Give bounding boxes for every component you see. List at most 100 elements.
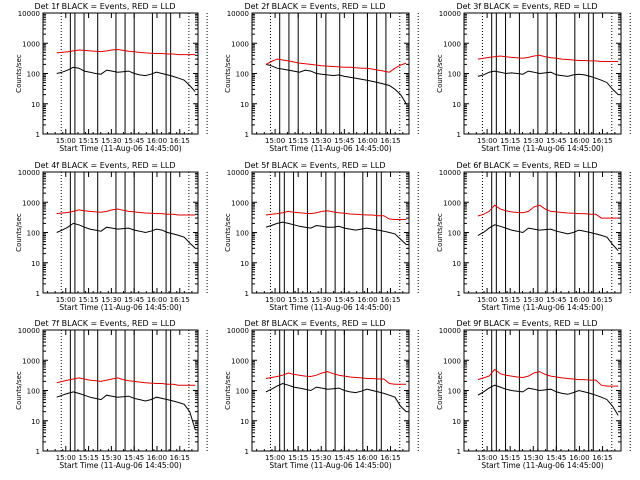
x-tick-label: 15:15	[78, 454, 98, 462]
x-tick-label: 16:00	[569, 454, 589, 462]
x-tick-label: 16:00	[357, 454, 377, 462]
x-tick-label: 15:30	[523, 137, 543, 145]
x-tick-label: 16:15	[592, 296, 612, 304]
y-axis-label: Counts/sec	[15, 371, 23, 410]
x-tick-label: 16:15	[170, 296, 190, 304]
x-tick-label: 15:30	[101, 454, 121, 462]
x-tick-label: 16:15	[170, 137, 190, 145]
y-tick-label: 1	[245, 131, 249, 139]
plot-frame	[42, 171, 199, 294]
y-axis-label: Counts/sec	[224, 54, 232, 93]
lld-series-line	[56, 208, 196, 216]
events-series-line	[265, 63, 407, 105]
x-tick-label: 15:45	[124, 137, 144, 145]
x-tick-label: 16:15	[592, 454, 612, 462]
lld-series-line	[477, 204, 619, 219]
x-tick-label: 15:45	[334, 137, 354, 145]
x-tick-label: 15:00	[56, 454, 76, 462]
events-series-line	[477, 70, 619, 95]
x-axis-label: Start Time (11-Aug-06 14:45:00)	[269, 461, 391, 470]
x-tick-label: 15:45	[546, 137, 566, 145]
x-tick-label: 15:00	[477, 454, 497, 462]
panel-title: Det 2f BLACK = Events, RED = LLD	[244, 2, 385, 11]
x-tick-label: 15:30	[523, 296, 543, 304]
y-tick-label: 1000	[231, 199, 249, 207]
x-axis-label: Start Time (11-Aug-06 14:45:00)	[59, 144, 181, 153]
events-series-line	[477, 384, 619, 416]
x-tick-label: 15:15	[500, 296, 520, 304]
y-tick-label: 100	[448, 230, 461, 238]
panel-title: Det 6f BLACK = Events, RED = LLD	[456, 161, 597, 170]
x-axis-label: Start Time (11-Aug-06 14:45:00)	[481, 303, 603, 312]
plot-frame	[42, 12, 199, 135]
x-tick-label: 16:00	[147, 454, 167, 462]
events-series-line	[265, 221, 407, 245]
y-tick-label: 10000	[227, 10, 249, 18]
x-tick-label: 16:00	[147, 137, 167, 145]
plot-frame	[42, 329, 199, 452]
x-tick-label: 15:30	[101, 296, 121, 304]
y-tick-label: 100	[448, 71, 461, 79]
x-tick-label: 15:00	[56, 296, 76, 304]
y-axis-label: Counts/sec	[15, 54, 23, 93]
x-tick-label: 15:30	[101, 137, 121, 145]
x-tick-label: 15:15	[500, 454, 520, 462]
y-tick-label: 10000	[18, 169, 40, 177]
panel-title: Det 4f BLACK = Events, RED = LLD	[34, 161, 175, 170]
x-tick-label: 16:15	[380, 296, 400, 304]
lld-series-line	[56, 48, 196, 56]
x-tick-label: 16:15	[380, 454, 400, 462]
x-tick-label: 15:15	[288, 137, 308, 145]
y-tick-label: 1	[36, 131, 40, 139]
panel-title: Det 8f BLACK = Events, RED = LLD	[244, 319, 385, 328]
y-axis-label: Counts/sec	[436, 371, 444, 410]
y-tick-label: 1000	[22, 40, 40, 48]
y-tick-label: 10	[240, 101, 249, 109]
x-axis-label: Start Time (11-Aug-06 14:45:00)	[269, 303, 391, 312]
x-tick-label: 16:00	[147, 296, 167, 304]
lld-series-line	[477, 54, 619, 62]
x-tick-label: 15:15	[78, 296, 98, 304]
y-tick-label: 1	[245, 448, 249, 456]
y-tick-label: 1000	[443, 357, 461, 365]
x-tick-label: 15:00	[477, 296, 497, 304]
lld-series-line	[477, 368, 619, 387]
x-tick-label: 15:15	[288, 296, 308, 304]
y-tick-label: 10	[452, 101, 461, 109]
y-tick-label: 100	[27, 388, 40, 396]
x-tick-label: 16:15	[592, 137, 612, 145]
y-tick-label: 10000	[227, 327, 249, 335]
y-tick-label: 100	[448, 388, 461, 396]
y-tick-label: 1000	[22, 199, 40, 207]
x-axis-label: Start Time (11-Aug-06 14:45:00)	[481, 144, 603, 153]
detector-panel-4: Det 4f BLACK = Events, RED = LLD 1 10 100 10…	[15, 161, 208, 312]
detector-panel-8: Det 8f BLACK = Events, RED = LLD 1 10 100 10…	[224, 319, 419, 470]
y-tick-label: 10	[240, 260, 249, 268]
y-tick-label: 100	[236, 388, 249, 396]
detector-panel-9: Det 9f BLACK = Events, RED = LLD 1 10 100 10…	[436, 319, 631, 470]
panel-title: Det 7f BLACK = Events, RED = LLD	[34, 319, 175, 328]
y-tick-label: 10	[240, 418, 249, 426]
y-tick-label: 1	[457, 290, 461, 298]
y-tick-label: 1	[36, 448, 40, 456]
x-axis-label: Start Time (11-Aug-06 14:45:00)	[59, 461, 181, 470]
y-tick-label: 1	[457, 131, 461, 139]
y-tick-label: 10	[31, 101, 40, 109]
y-tick-label: 1000	[443, 40, 461, 48]
x-tick-label: 16:00	[357, 137, 377, 145]
x-tick-label: 15:45	[334, 454, 354, 462]
y-tick-label: 100	[236, 230, 249, 238]
y-tick-label: 10000	[439, 327, 461, 335]
y-tick-label: 1000	[22, 357, 40, 365]
y-tick-label: 10000	[18, 327, 40, 335]
detector-panel-6: Det 6f BLACK = Events, RED = LLD 1 10 100 10…	[436, 161, 631, 312]
x-tick-label: 15:45	[124, 296, 144, 304]
panel-title: Det 1f BLACK = Events, RED = LLD	[34, 2, 175, 11]
y-tick-label: 10	[452, 418, 461, 426]
x-tick-label: 15:00	[56, 137, 76, 145]
plot-frame	[251, 171, 410, 294]
y-tick-label: 10000	[18, 10, 40, 18]
detector-panel-7: Det 7f BLACK = Events, RED = LLD 1 10 100 10…	[15, 319, 208, 470]
y-tick-label: 10	[31, 418, 40, 426]
y-tick-label: 10000	[227, 169, 249, 177]
